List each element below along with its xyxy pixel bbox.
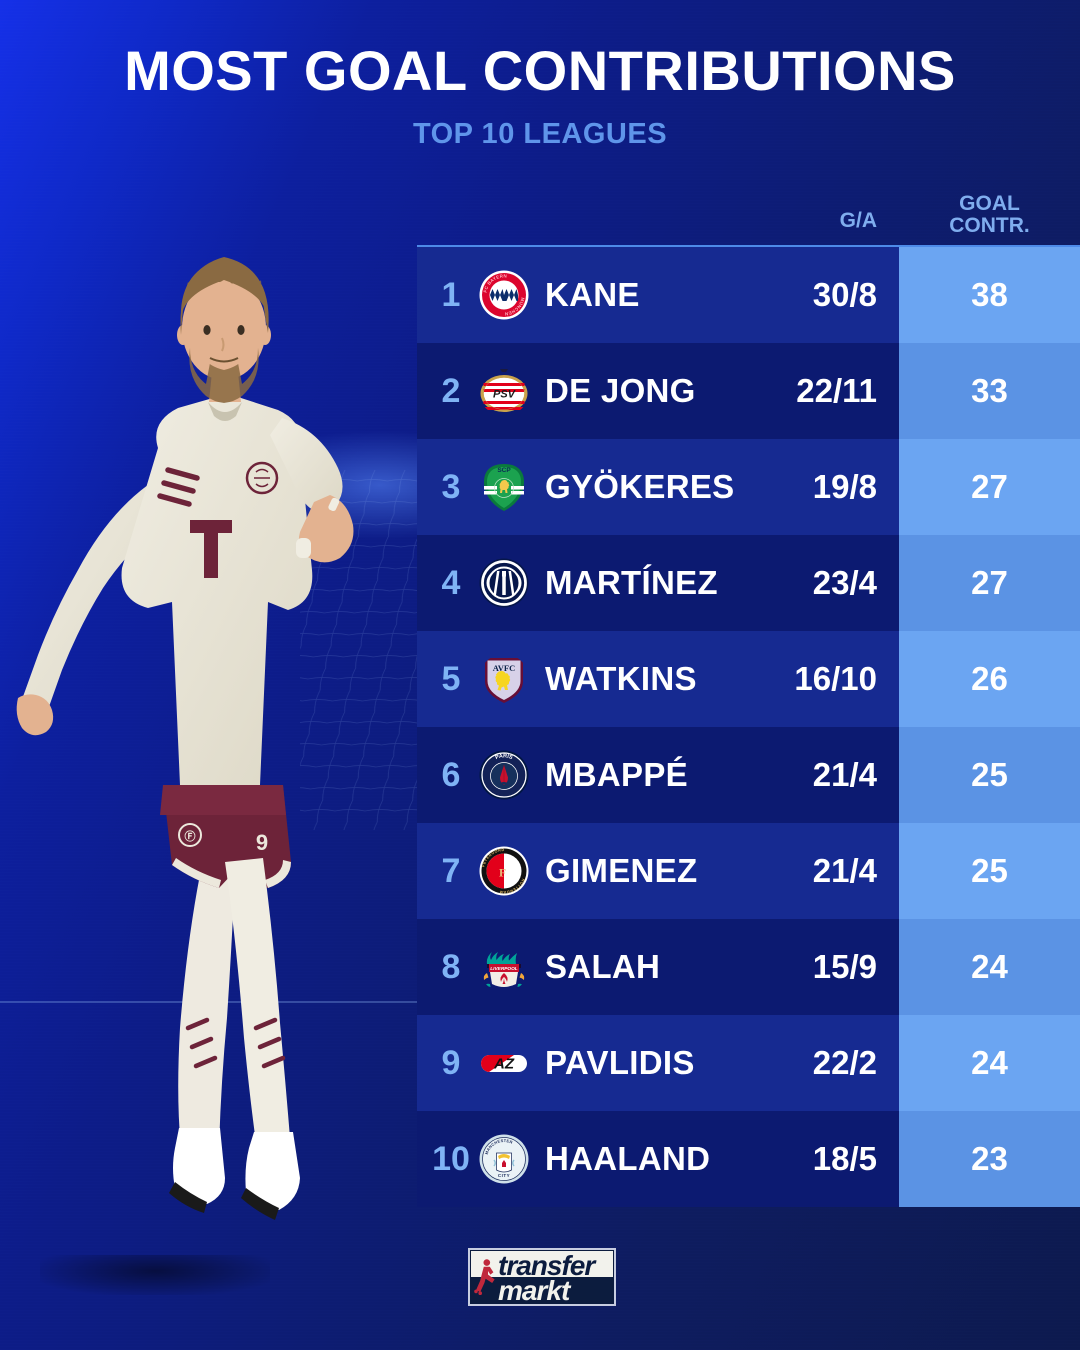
svg-text:AZ: AZ	[493, 1056, 515, 1073]
svg-text:PSV: PSV	[493, 389, 517, 401]
svg-text:F: F	[499, 868, 506, 880]
svg-text:SCP: SCP	[497, 467, 511, 474]
svg-text:Ⓕ: Ⓕ	[185, 829, 196, 843]
svg-text:LIVERPOOL: LIVERPOOL	[490, 966, 518, 972]
svg-text:CITY: CITY	[498, 1173, 510, 1178]
svg-text:AVFC: AVFC	[493, 663, 516, 673]
svg-text:9: 9	[256, 830, 268, 855]
